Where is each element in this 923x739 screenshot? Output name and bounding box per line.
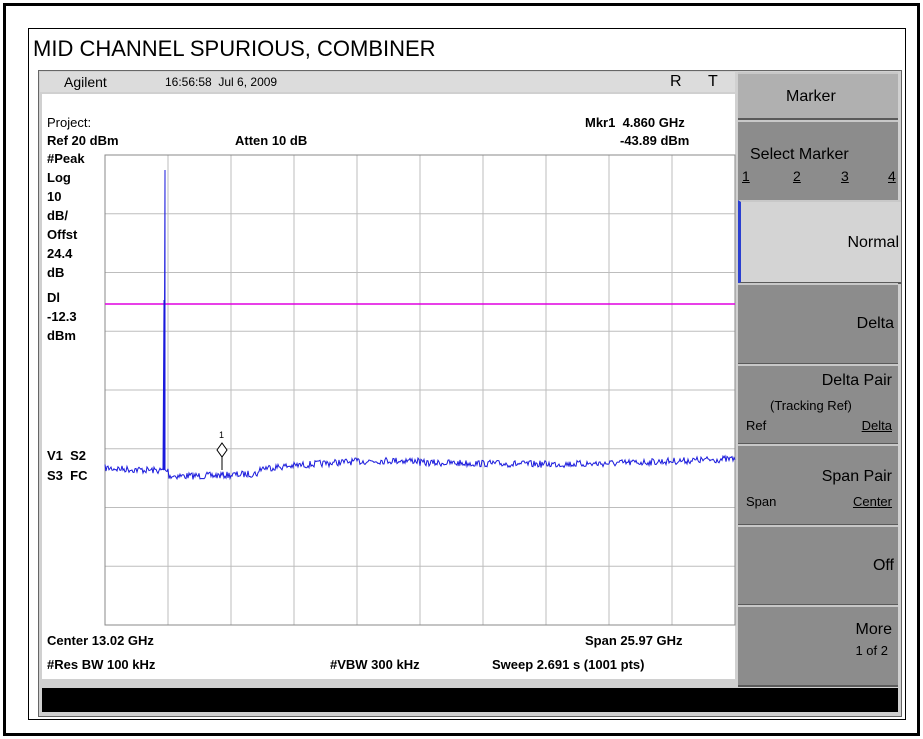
softkey-normal[interactable]: Normal [738,200,901,284]
channel-label: V1 S2 [47,448,87,463]
option: Center [852,494,892,509]
softkey-off[interactable]: Off [738,525,898,606]
left-label: -12.3 [47,309,77,324]
channel-label: S3 FC [47,468,88,483]
label: Delta [856,315,894,332]
left-label: Log [47,170,71,185]
attenuation: Atten 10 dB [235,133,308,148]
left-label: 10 [47,189,62,204]
option: 3 [841,168,849,184]
option: 4 [888,168,896,184]
label: Marker [786,88,836,105]
marker-readout: Mkr1 4.860 GHz [585,115,685,130]
display [42,94,735,679]
sub-label: (Tracking Ref) [770,398,852,413]
left-label: Dl [47,290,60,305]
sweep: Sweep 2.691 s (1001 pts) [492,657,645,672]
softkey-more[interactable]: More 1 of 2 [738,605,898,687]
left-label: dB [47,265,65,280]
brand: Agilent [64,74,107,90]
softkey-select[interactable]: Select Marker 1 2 3 4 [738,120,898,202]
status-bar: Agilent 16:56:58 Jul 6, 2009 R T [40,72,735,92]
option: Delta [861,418,892,433]
marker-level: -43.89 dBm [620,133,690,148]
option: 2 [793,168,801,184]
option: Ref [746,418,767,433]
label: Span Pair [821,468,892,485]
marker-label: 1 [219,430,224,440]
center-freq: Center 13.02 GHz [47,633,154,648]
project: Project: [47,115,92,130]
vbw: #VBW 300 kHz [330,657,420,672]
inner-frame [28,28,906,720]
softkey-delta-pair[interactable]: Delta Pair (Tracking Ref) Ref Delta [738,364,898,445]
option: 1 [742,168,750,184]
softkey-header: Marker [738,72,898,120]
softkey-span-pair[interactable]: Span Pair Span Center [738,444,898,526]
softkey-delta[interactable]: Delta [738,283,898,365]
left-label: #Peak [47,151,85,166]
option: Span [746,494,777,509]
outer-frame [3,3,920,736]
indicator: R [670,73,682,90]
sub-label: 1 of 2 [855,643,888,658]
span: Span 25.97 GHz [585,633,683,648]
message-bar [42,688,898,712]
label: Select Marker [750,146,849,163]
left-label: Offst [47,227,78,242]
res-bw: #Res BW 100 kHz [47,657,156,672]
ref-level: Ref 20 dBm [47,133,119,148]
label: Normal [847,234,899,251]
left-label: dBm [47,328,76,343]
graticule-border [104,154,736,626]
label: Delta Pair [821,372,892,389]
left-label: dB/ [47,208,68,223]
indicator: T [708,73,718,90]
label: Off [872,557,894,574]
trace [104,169,736,481]
marker-diamond [216,442,228,458]
label: More [855,621,892,638]
title: MID CHANNEL SPURIOUS, COMBINER [33,36,436,61]
timestamp: 16:56:58 Jul 6, 2009 [165,75,278,89]
left-label: 24.4 [47,246,73,261]
